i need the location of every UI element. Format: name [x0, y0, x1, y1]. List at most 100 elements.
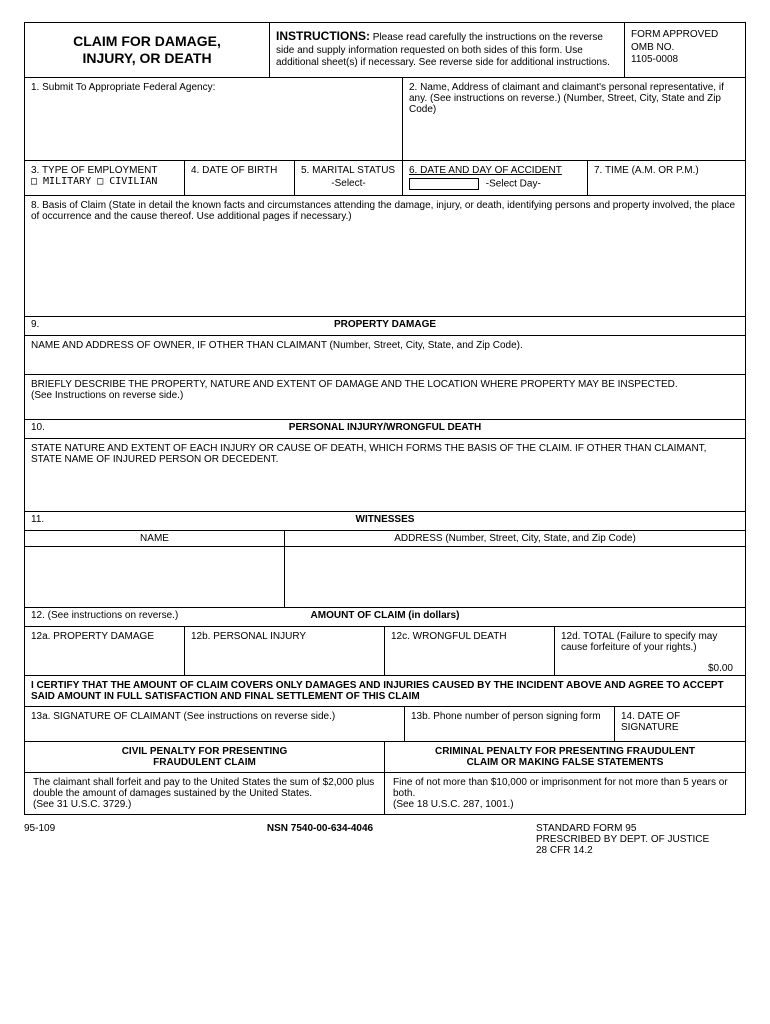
field-14-date[interactable]: 14. DATE OF SIGNATURE: [615, 707, 745, 741]
field-6-label: 6. DATE AND DAY OF ACCIDENT: [409, 165, 562, 176]
field-13a-signature[interactable]: 13a. SIGNATURE OF CLAIMANT (See instruct…: [25, 707, 405, 741]
sec-9-hdr-cell: 9. PROPERTY DAMAGE: [25, 317, 745, 335]
field-10-label: STATE NATURE AND EXTENT OF EACH INJURY O…: [31, 443, 706, 465]
title-line1: CLAIM FOR DAMAGE,: [31, 33, 263, 50]
sec-11-cols: NAME ADDRESS (Number, Street, City, Stat…: [25, 531, 745, 547]
field-12d: 12d. TOTAL (Failure to specify may cause…: [555, 627, 745, 675]
sec-9-owner-row: NAME AND ADDRESS OF OWNER, IF OTHER THAN…: [25, 336, 745, 375]
civil-cite: (See 31 U.S.C. 3729.): [33, 799, 376, 810]
omb-line2: OMB NO.: [631, 42, 739, 55]
sec-10-header: 10. PERSONAL INJURY/WRONGFUL DEATH: [25, 420, 745, 439]
field-6-date-input[interactable]: [409, 178, 479, 190]
sec-10-num: 10.: [31, 422, 45, 433]
row-8: 8. Basis of Claim (State in detail the k…: [25, 196, 745, 317]
form-container: CLAIM FOR DAMAGE, INJURY, OR DEATH INSTR…: [24, 22, 746, 815]
field-10-injury[interactable]: STATE NATURE AND EXTENT OF EACH INJURY O…: [25, 439, 745, 511]
field-9-desc[interactable]: BRIEFLY DESCRIBE THE PROPERTY, NATURE AN…: [25, 375, 745, 419]
sec-12-left: 12. (See instructions on reverse.): [31, 610, 178, 621]
field-1-label: 1. Submit To Appropriate Federal Agency:: [31, 82, 215, 93]
civil-penalty-hdr: CIVIL PENALTY FOR PRESENTING FRAUDULENT …: [25, 742, 385, 772]
crim-cite: (See 18 U.S.C. 287, 1001.): [393, 799, 737, 810]
field-12b[interactable]: 12b. PERSONAL INJURY: [185, 627, 385, 675]
field-4-dob[interactable]: 4. DATE OF BIRTH: [185, 161, 295, 195]
sec-9-desc-row: BRIEFLY DESCRIBE THE PROPERTY, NATURE AN…: [25, 375, 745, 420]
civil-title2: FRAUDULENT CLAIM: [33, 757, 376, 768]
row-1-2: 1. Submit To Appropriate Federal Agency:…: [25, 78, 745, 161]
omb-cell: FORM APPROVED OMB NO. 1105-0008: [625, 23, 745, 77]
witness-name-hdr: NAME: [25, 531, 285, 546]
field-13b-phone[interactable]: 13b. Phone number of person signing form: [405, 707, 615, 741]
footer-r2: PRESCRIBED BY DEPT. OF JUSTICE: [536, 834, 746, 845]
civil-title1: CIVIL PENALTY FOR PRESENTING: [33, 746, 376, 757]
civil-penalty-body: The claimant shall forfeit and pay to th…: [25, 773, 385, 814]
sec-11-body: [25, 547, 745, 608]
omb-line3: 1105-0008: [631, 54, 739, 67]
footer-mid: NSN 7540-00-634-4046: [104, 823, 536, 856]
field-12a-label: 12a. PROPERTY DAMAGE: [31, 631, 154, 642]
sec-11-title: WITNESSES: [31, 514, 739, 525]
field-9-owner[interactable]: NAME AND ADDRESS OF OWNER, IF OTHER THAN…: [25, 336, 745, 374]
crim-title2: CLAIM OR MAKING FALSE STATEMENTS: [393, 757, 737, 768]
witness-name-field[interactable]: [25, 547, 285, 607]
field-5-select[interactable]: -Select-: [301, 178, 396, 189]
witness-addr-hdr: ADDRESS (Number, Street, City, State, an…: [285, 531, 745, 546]
penalty-body-row: The claimant shall forfeit and pay to th…: [25, 773, 745, 814]
field-5-marital[interactable]: 5. MARITAL STATUS -Select-: [295, 161, 403, 195]
field-2-claimant-name[interactable]: 2. Name, Address of claimant and claiman…: [403, 78, 745, 160]
form-title-cell: CLAIM FOR DAMAGE, INJURY, OR DEATH: [25, 23, 270, 77]
field-12c[interactable]: 12c. WRONGFUL DEATH: [385, 627, 555, 675]
sec-10-body-row: STATE NATURE AND EXTENT OF EACH INJURY O…: [25, 439, 745, 512]
field-12d-label: 12d. TOTAL (Failure to specify may cause…: [561, 631, 739, 653]
signature-row: 13a. SIGNATURE OF CLAIMANT (See instruct…: [25, 707, 745, 742]
field-8-label: 8. Basis of Claim (State in detail the k…: [31, 200, 735, 222]
field-12b-label: 12b. PERSONAL INJURY: [191, 631, 306, 642]
omb-line1: FORM APPROVED: [631, 29, 739, 42]
field-12d-total: $0.00: [561, 663, 739, 674]
certify-row: I CERTIFY THAT THE AMOUNT OF CLAIM COVER…: [25, 676, 745, 707]
witness-addr-field[interactable]: [285, 547, 745, 607]
footer-r3: 28 CFR 14.2: [536, 845, 746, 856]
sec-12-hdr-cell: 12. (See instructions on reverse.) AMOUN…: [25, 608, 745, 626]
field-6-date-accident[interactable]: 6. DATE AND DAY OF ACCIDENT -Select Day-: [403, 161, 588, 195]
instructions-label: INSTRUCTIONS:: [276, 29, 370, 43]
field-12c-label: 12c. WRONGFUL DEATH: [391, 631, 507, 642]
sec-9-title: PROPERTY DAMAGE: [31, 319, 739, 330]
field-5-label: 5. MARITAL STATUS: [301, 165, 396, 176]
certify-text: I CERTIFY THAT THE AMOUNT OF CLAIM COVER…: [25, 676, 745, 706]
footer: 95-109 NSN 7540-00-634-4046 STANDARD FOR…: [24, 823, 746, 856]
sec-9-num: 9.: [31, 319, 39, 330]
field-14-label: 14. DATE OF SIGNATURE: [621, 711, 680, 733]
criminal-penalty-hdr: CRIMINAL PENALTY FOR PRESENTING FRAUDULE…: [385, 742, 745, 772]
field-9-desc-sub: (See Instructions on reverse side.): [31, 390, 739, 401]
sec-11-num: 11.: [31, 514, 44, 525]
crim-body: Fine of not more than $10,000 or impriso…: [393, 777, 737, 799]
field-8-basis[interactable]: 8. Basis of Claim (State in detail the k…: [25, 196, 745, 316]
sec-12-amounts: 12a. PROPERTY DAMAGE 12b. PERSONAL INJUR…: [25, 627, 745, 676]
footer-left: 95-109: [24, 823, 104, 856]
criminal-penalty-body: Fine of not more than $10,000 or impriso…: [385, 773, 745, 814]
row-3-7: 3. TYPE OF EMPLOYMENT □ MILITARY □ CIVIL…: [25, 161, 745, 196]
field-4-label: 4. DATE OF BIRTH: [191, 165, 277, 176]
field-3-employment[interactable]: 3. TYPE OF EMPLOYMENT □ MILITARY □ CIVIL…: [25, 161, 185, 195]
sec-11-header: 11. WITNESSES: [25, 512, 745, 531]
sec-12-header: 12. (See instructions on reverse.) AMOUN…: [25, 608, 745, 627]
sec-10-title: PERSONAL INJURY/WRONGFUL DEATH: [31, 422, 739, 433]
field-9-desc-label: BRIEFLY DESCRIBE THE PROPERTY, NATURE AN…: [31, 379, 739, 390]
field-13a-label: 13a. SIGNATURE OF CLAIMANT (See instruct…: [31, 711, 335, 722]
civil-body: The claimant shall forfeit and pay to th…: [33, 777, 376, 799]
field-12a[interactable]: 12a. PROPERTY DAMAGE: [25, 627, 185, 675]
crim-title1: CRIMINAL PENALTY FOR PRESENTING FRAUDULE…: [393, 746, 737, 757]
field-1-submit-agency[interactable]: 1. Submit To Appropriate Federal Agency:: [25, 78, 403, 160]
title-line2: INJURY, OR DEATH: [31, 50, 263, 67]
instructions-cell: INSTRUCTIONS: Please read carefully the …: [270, 23, 625, 77]
field-6-day-select[interactable]: -Select Day-: [486, 178, 541, 189]
field-3-options[interactable]: □ MILITARY □ CIVILIAN: [31, 176, 178, 187]
field-7-time[interactable]: 7. TIME (A.M. OR P.M.): [588, 161, 745, 195]
penalty-hdr-row: CIVIL PENALTY FOR PRESENTING FRAUDULENT …: [25, 742, 745, 773]
sec-10-hdr-cell: 10. PERSONAL INJURY/WRONGFUL DEATH: [25, 420, 745, 438]
field-13b-label: 13b. Phone number of person signing form: [411, 711, 601, 722]
sec-9-header: 9. PROPERTY DAMAGE: [25, 317, 745, 336]
field-2-label: 2. Name, Address of claimant and claiman…: [409, 82, 724, 115]
header-row: CLAIM FOR DAMAGE, INJURY, OR DEATH INSTR…: [25, 23, 745, 78]
field-3-label: 3. TYPE OF EMPLOYMENT: [31, 165, 178, 176]
